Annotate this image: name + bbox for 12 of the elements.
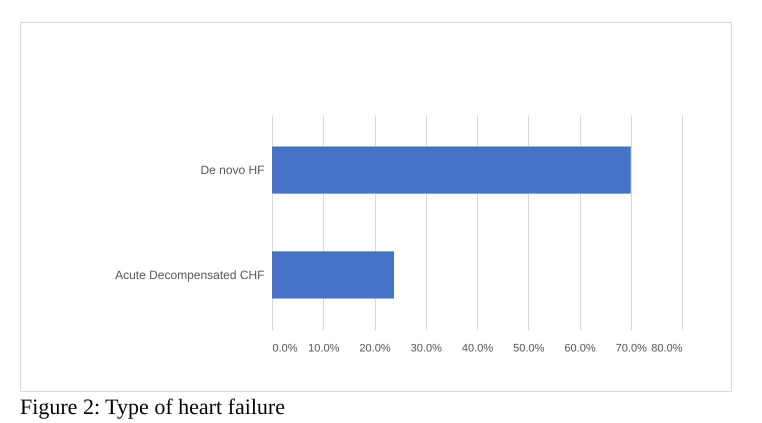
x-tick-label: 30.0% (410, 342, 442, 354)
x-tick-label: 0.0% (272, 342, 298, 354)
x-tick-label: 80.0% (651, 342, 683, 354)
x-tick-label: 60.0% (564, 342, 596, 354)
caption: Figure 2: Type of heart failure (20, 394, 286, 420)
x-tick-label: 20.0% (359, 342, 391, 354)
y-tick-label: De novo HF (200, 163, 264, 178)
x-tick-label: 70.0% (616, 342, 648, 354)
x-tick-label: 40.0% (462, 342, 494, 354)
y-tick-label: Acute Decompensated CHF (115, 268, 264, 282)
x-tick-label: 10.0% (308, 342, 340, 354)
x-tick-label: 50.0% (513, 342, 545, 354)
